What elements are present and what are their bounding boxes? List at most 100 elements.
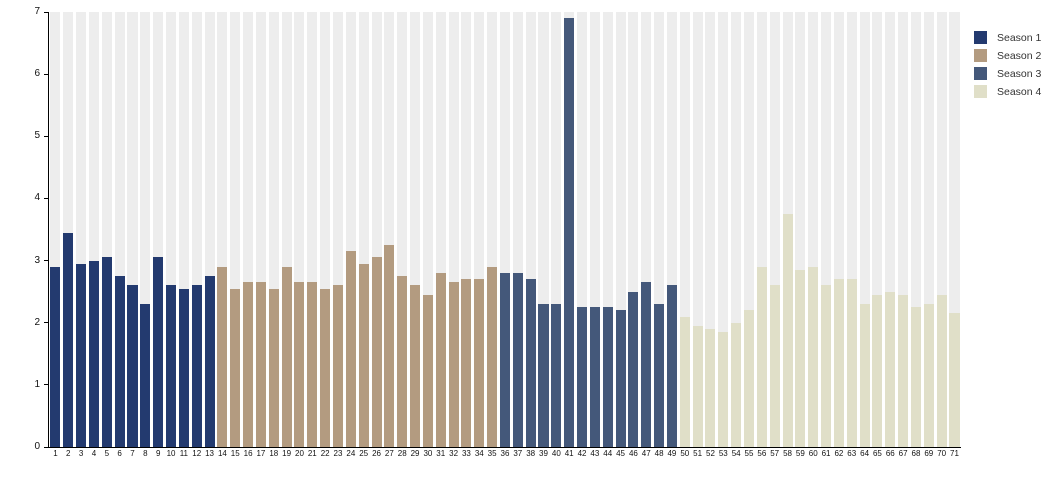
bar-slot-26: 26 bbox=[370, 12, 383, 458]
x-tick-label: 59 bbox=[795, 449, 805, 458]
bar-slot-59: 59 bbox=[794, 12, 807, 458]
background-stripe bbox=[641, 12, 652, 447]
y-axis-tick bbox=[44, 73, 49, 75]
bar-episode-62 bbox=[833, 279, 844, 447]
bar-episode-25 bbox=[358, 263, 369, 447]
background-stripe bbox=[281, 12, 292, 447]
bar-slot-39: 39 bbox=[537, 12, 550, 458]
x-tick-label: 32 bbox=[449, 449, 459, 458]
bar-episode-19 bbox=[281, 266, 292, 447]
x-tick-label: 56 bbox=[757, 449, 767, 458]
bar-slot-45: 45 bbox=[614, 12, 627, 458]
bar-episode-15 bbox=[230, 288, 241, 447]
background-stripe bbox=[859, 12, 870, 447]
y-axis-tick bbox=[44, 11, 49, 13]
background-stripe bbox=[101, 12, 112, 447]
bar-episode-55 bbox=[743, 310, 754, 447]
x-tick-label: 47 bbox=[641, 449, 651, 458]
bar-episode-58 bbox=[782, 213, 793, 447]
background-stripe bbox=[821, 12, 832, 447]
bar-episode-51 bbox=[692, 325, 703, 447]
bar-slot-70: 70 bbox=[935, 12, 948, 458]
bar-episode-70 bbox=[936, 294, 947, 447]
background-stripe bbox=[679, 12, 690, 447]
x-tick-label: 8 bbox=[143, 449, 148, 458]
bar-slot-15: 15 bbox=[229, 12, 242, 458]
bar-episode-47 bbox=[641, 282, 652, 447]
background-stripe bbox=[551, 12, 562, 447]
bar-slot-7: 7 bbox=[126, 12, 139, 458]
background-stripe bbox=[795, 12, 806, 447]
bar-slot-6: 6 bbox=[113, 12, 126, 458]
bar-episode-36 bbox=[499, 273, 510, 447]
background-stripe bbox=[358, 12, 369, 447]
bar-episode-40 bbox=[551, 304, 562, 447]
legend: Season 1 Season 2 Season 3 Season 4 bbox=[974, 31, 1041, 103]
x-tick-label: 18 bbox=[269, 449, 279, 458]
bar-episode-23 bbox=[332, 285, 343, 447]
y-tick-label: 5 bbox=[34, 130, 40, 142]
bar-slot-9: 9 bbox=[152, 12, 165, 458]
bar-episode-16 bbox=[243, 282, 254, 447]
bar-episode-60 bbox=[808, 266, 819, 447]
background-stripe bbox=[666, 12, 677, 447]
background-stripe bbox=[705, 12, 716, 447]
legend-label: Season 4 bbox=[997, 85, 1042, 98]
background-stripe bbox=[448, 12, 459, 447]
x-tick-label: 42 bbox=[577, 449, 587, 458]
bar-slot-35: 35 bbox=[486, 12, 499, 458]
x-tick-label: 45 bbox=[616, 449, 625, 458]
bar-episode-21 bbox=[307, 282, 318, 447]
background-stripe bbox=[808, 12, 819, 447]
bar-episode-50 bbox=[679, 316, 690, 447]
bar-episode-28 bbox=[397, 276, 408, 447]
bar-episode-52 bbox=[705, 328, 716, 447]
bar-slot-50: 50 bbox=[678, 12, 691, 458]
x-tick-label: 41 bbox=[564, 449, 574, 458]
bar-episode-59 bbox=[795, 269, 806, 447]
bar-episode-37 bbox=[512, 273, 523, 447]
background-stripe bbox=[743, 12, 754, 447]
bar-slot-24: 24 bbox=[344, 12, 357, 458]
bar-slot-68: 68 bbox=[910, 12, 923, 458]
legend-swatch-icon bbox=[974, 49, 987, 62]
x-tick-label: 5 bbox=[104, 449, 110, 458]
background-stripe bbox=[50, 12, 61, 447]
x-tick-label: 49 bbox=[667, 449, 677, 458]
background-stripe bbox=[487, 12, 498, 447]
x-tick-label: 53 bbox=[718, 449, 728, 458]
bar-episode-22 bbox=[320, 288, 331, 447]
background-stripe bbox=[435, 12, 446, 447]
x-tick-label: 33 bbox=[461, 449, 471, 458]
x-tick-label: 37 bbox=[513, 449, 523, 458]
bar-slot-60: 60 bbox=[807, 12, 820, 458]
background-stripe bbox=[628, 12, 639, 447]
x-tick-label: 13 bbox=[205, 449, 214, 458]
bar-slot-19: 19 bbox=[280, 12, 293, 458]
legend-swatch-icon bbox=[974, 31, 987, 44]
background-stripe bbox=[949, 12, 960, 447]
bar-slot-33: 33 bbox=[460, 12, 473, 458]
background-stripe bbox=[217, 12, 228, 447]
bar-slot-40: 40 bbox=[550, 12, 563, 458]
x-tick-label: 24 bbox=[346, 449, 356, 458]
legend-label: Season 1 bbox=[997, 31, 1042, 44]
background-stripe bbox=[525, 12, 536, 447]
bar-episode-8 bbox=[140, 304, 151, 447]
x-tick-label: 25 bbox=[359, 449, 369, 458]
bar-episode-26 bbox=[371, 257, 382, 447]
bar-slot-44: 44 bbox=[601, 12, 614, 458]
bar-episode-24 bbox=[345, 251, 356, 447]
x-tick-label: 65 bbox=[872, 449, 882, 458]
bar-episode-35 bbox=[487, 266, 498, 447]
bar-episode-18 bbox=[268, 288, 279, 447]
bar-slot-31: 31 bbox=[434, 12, 447, 458]
bar-episode-66 bbox=[885, 291, 896, 447]
bar-episode-48 bbox=[654, 304, 665, 447]
x-tick-label: 66 bbox=[885, 449, 895, 458]
bar-slot-12: 12 bbox=[190, 12, 203, 458]
x-tick-label: 26 bbox=[372, 449, 381, 458]
x-tick-label: 20 bbox=[295, 449, 304, 458]
bar-slot-64: 64 bbox=[858, 12, 871, 458]
